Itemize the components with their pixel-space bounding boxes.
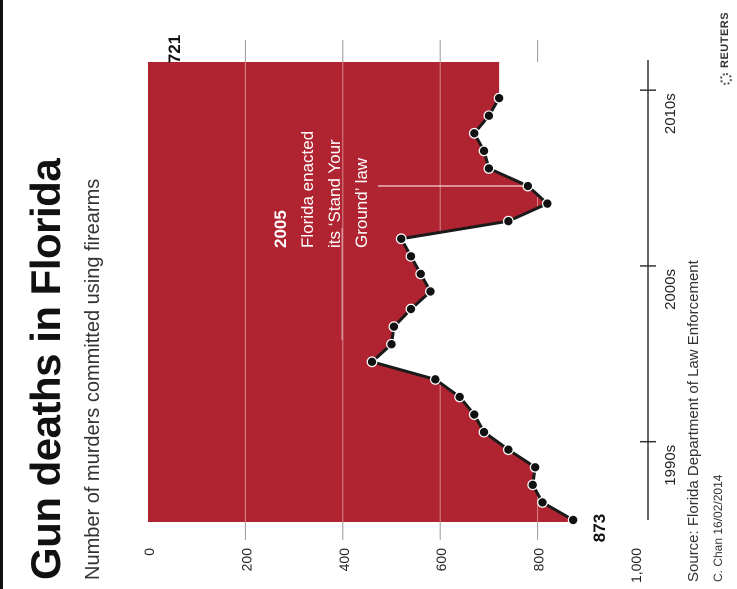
x-tick-label: 1990s [662,445,679,486]
y-tick-label: 800 [531,548,547,572]
data-label: 721 [165,35,184,63]
y-tick-label: 0 [141,548,157,556]
data-point [537,497,548,508]
data-point [454,391,466,403]
x-tick-label: 2010s [662,93,679,134]
data-point [386,338,397,350]
data-point [395,233,407,245]
data-point [468,127,480,139]
data-point [502,215,514,227]
data-label: 873 [590,514,609,542]
data-point [478,426,490,438]
annotation-text: Florida enacted [298,131,317,248]
credit-note: C. Chan 16/02/2014 [711,474,725,582]
data-point [567,514,579,526]
data-point [502,444,514,456]
data-point [478,145,490,157]
y-tick-label: 400 [336,548,352,572]
data-point [541,198,553,210]
annotation-text: Ground’ law [352,157,371,248]
y-tick-label: 600 [433,548,449,572]
data-point [483,110,495,122]
data-point [429,373,441,385]
y-tick-label: 1,000 [628,548,644,583]
data-point [527,479,539,491]
data-point [366,356,378,368]
y-tick-label: 200 [238,548,254,572]
data-point [529,461,541,473]
data-point [405,303,417,315]
x-tick-label: 2000s [662,269,679,310]
annotation-text: its ‘Stand Your [325,139,344,248]
data-point [425,286,436,297]
data-point [522,180,534,192]
left-rule [0,0,3,589]
data-point [468,409,480,420]
data-point [405,250,417,262]
data-point [483,163,495,174]
reuters-logo-text: REUTERS [719,11,731,68]
data-point [415,268,427,280]
annotation-text: 2005 [271,210,290,248]
data-point [388,321,400,333]
data-point [493,92,505,104]
reuters-logo-icon [720,73,732,85]
source-note: Source: Florida Department of Law Enforc… [685,260,702,582]
